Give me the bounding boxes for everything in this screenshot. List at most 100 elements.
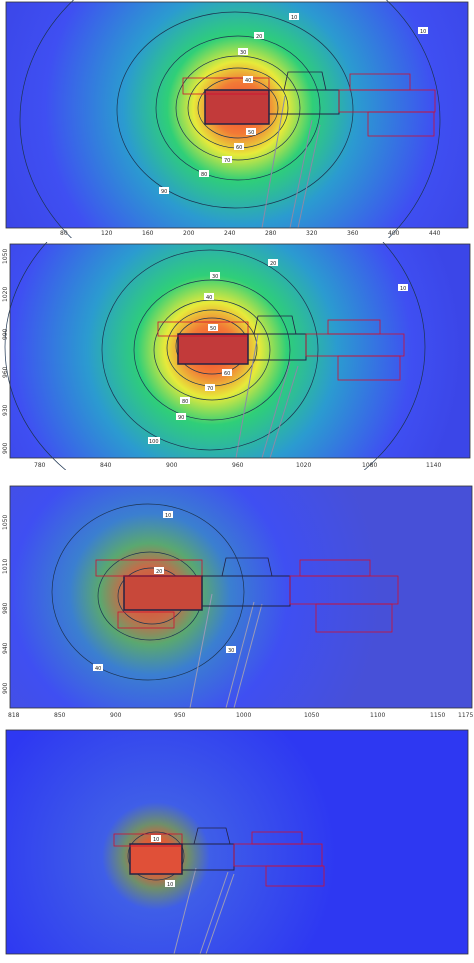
svg-text:100: 100 — [149, 439, 159, 445]
y-tick: 900 — [2, 442, 9, 454]
contour-ring — [133, 279, 291, 421]
contour-ring — [19, 0, 441, 238]
svg-text:80: 80 — [201, 172, 207, 178]
roof-outline — [193, 827, 231, 845]
y-tick: 900 — [2, 682, 9, 694]
heat-field — [6, 730, 468, 954]
svg-text:30: 30 — [212, 274, 218, 280]
y-tick: 940 — [2, 642, 9, 654]
contour-label: 60 — [234, 143, 244, 151]
plot-frame — [9, 485, 473, 709]
contour-label: 20 — [268, 259, 278, 267]
heat-field — [10, 486, 472, 708]
contour-label: 20 — [254, 32, 264, 40]
road-wedge — [189, 593, 263, 709]
north-annex — [299, 559, 371, 577]
svg-text:70: 70 — [224, 158, 230, 164]
contour-labels: 10 10 — [151, 835, 175, 888]
contour-label: 90 — [159, 187, 169, 195]
panel-4-svg: 10 10 — [5, 729, 469, 955]
contour-label: 10 — [163, 511, 173, 519]
road-edge — [199, 871, 229, 955]
annex-outline — [113, 833, 183, 847]
x-tick: 280 — [265, 230, 277, 237]
heatmap-panel-4: 10 10 — [0, 728, 474, 963]
panel-3-svg: 10 20 30 40 1050 1010 980 940 900 818 85… — [2, 485, 473, 719]
y-tick: 1050 — [2, 249, 9, 264]
road-edge — [297, 124, 321, 229]
roof-outline — [221, 557, 273, 577]
svg-text:40: 40 — [206, 295, 212, 301]
main-building — [129, 843, 183, 875]
road-edge — [205, 873, 235, 955]
contour-label: 30 — [226, 646, 236, 654]
contour-ring — [51, 503, 245, 681]
y-tick: 980 — [2, 602, 9, 614]
y-tick: 960 — [2, 366, 9, 378]
x-tick: 360 — [347, 230, 359, 237]
south-annex — [337, 355, 401, 381]
contour-labels: 10 20 30 40 — [93, 511, 236, 672]
contours — [4, 242, 426, 470]
north-annex — [251, 831, 303, 845]
annex-outline — [157, 321, 249, 337]
x-tick: 1000 — [236, 712, 251, 719]
road-edge — [261, 361, 291, 459]
svg-text:20: 20 — [156, 569, 162, 575]
contour-ring — [175, 55, 301, 161]
svg-text:10: 10 — [153, 837, 159, 843]
x-axis-ticks: 80 120 160 200 240 280 320 360 400 440 — [60, 230, 441, 237]
svg-text:10: 10 — [400, 286, 406, 292]
south-annex — [315, 603, 393, 633]
svg-text:30: 30 — [240, 50, 246, 56]
svg-text:10: 10 — [420, 29, 426, 35]
contour-label: 10 — [289, 13, 299, 21]
svg-text:60: 60 — [224, 371, 230, 377]
building-footprints — [157, 315, 405, 381]
x-tick: 240 — [224, 230, 236, 237]
y-tick: 990 — [2, 328, 9, 340]
contour-label: 90 — [176, 413, 186, 421]
x-tick: 950 — [174, 712, 186, 719]
road-edge — [173, 867, 197, 955]
contour-ring — [155, 35, 321, 181]
x-tick: 400 — [388, 230, 400, 237]
x-tick: 780 — [34, 462, 46, 469]
roof-outline — [253, 315, 297, 335]
panel-1-svg: 10 20 30 40 50 60 70 80 90 10 80 120 160… — [5, 0, 469, 238]
contour-label: 60 — [222, 369, 232, 377]
svg-text:30: 30 — [228, 648, 234, 654]
road-wedge — [173, 867, 235, 955]
main-building — [123, 575, 203, 611]
x-tick: 1050 — [304, 712, 319, 719]
svg-text:50: 50 — [248, 130, 254, 136]
x-tick: 440 — [429, 230, 441, 237]
y-tick: 1020 — [2, 287, 9, 302]
heatmap-panel-1: 10 20 30 40 50 60 70 80 90 10 80 120 160… — [0, 0, 474, 238]
x-tick: 80 — [60, 230, 68, 237]
north-annex — [327, 319, 381, 335]
contour-label: 40 — [243, 76, 253, 84]
svg-text:60: 60 — [236, 145, 242, 151]
x-axis-ticks: 780 840 900 960 1020 1080 1140 — [34, 462, 441, 469]
road-edge — [225, 601, 255, 709]
y-axis-ticks: 1050 1010 980 940 900 — [2, 515, 9, 694]
heatmap-panel-2: 10 20 30 40 50 60 70 80 90 100 1050 1020… — [0, 242, 474, 470]
contour-label: 30 — [238, 48, 248, 56]
svg-text:10: 10 — [165, 513, 171, 519]
contours — [127, 831, 185, 881]
y-tick: 930 — [2, 404, 9, 416]
plot-frame — [5, 1, 469, 229]
x-tick: 818 — [8, 712, 20, 719]
x-tick: 200 — [183, 230, 195, 237]
svg-text:90: 90 — [161, 189, 167, 195]
svg-text:70: 70 — [207, 386, 213, 392]
building-footprints — [95, 557, 399, 633]
south-annex — [265, 865, 325, 887]
contour-label: 10 — [151, 835, 161, 843]
road-edge — [233, 603, 263, 709]
main-building — [204, 89, 270, 125]
building-footprints — [182, 71, 436, 137]
x-tick: 1140 — [426, 462, 441, 469]
panel-2-svg: 10 20 30 40 50 60 70 80 90 100 1050 1020… — [2, 242, 471, 470]
